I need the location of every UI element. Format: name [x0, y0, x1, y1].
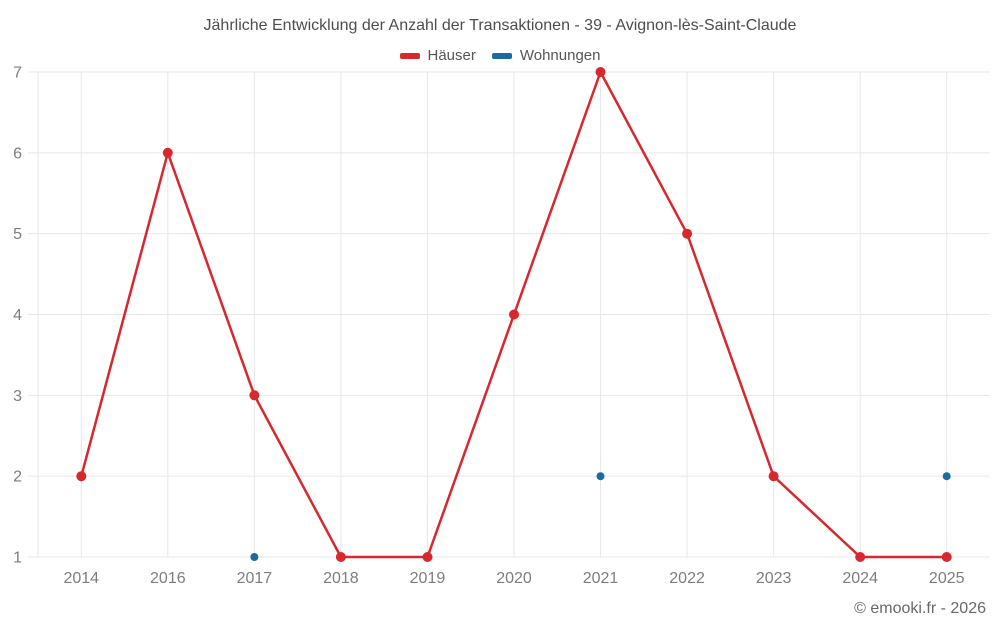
- y-axis-tick-label: 1: [13, 550, 22, 567]
- legend-label: Wohnungen: [519, 47, 601, 64]
- x-axis-tick-label: 2014: [63, 570, 99, 587]
- y-axis-tick-label: 2: [13, 469, 22, 486]
- data-point-wohnungen[interactable]: [942, 472, 951, 481]
- data-point-haeuser[interactable]: [249, 390, 260, 401]
- x-axis-tick-label: 2025: [929, 570, 965, 587]
- x-axis-tick-label: 2017: [237, 570, 273, 587]
- chart-legend: Häuser Wohnungen: [0, 47, 1000, 64]
- legend-swatch-icon: [399, 52, 420, 59]
- data-point-wohnungen[interactable]: [250, 553, 259, 561]
- data-point-haeuser[interactable]: [941, 552, 952, 562]
- y-axis-tick-label: 5: [13, 226, 22, 243]
- data-point-haeuser[interactable]: [335, 552, 346, 562]
- data-point-haeuser[interactable]: [509, 309, 519, 320]
- data-point-haeuser[interactable]: [76, 471, 87, 482]
- y-axis-tick-label: 6: [13, 145, 22, 162]
- x-axis-tick-label: 2022: [669, 570, 705, 587]
- chart-title: Jährliche Entwicklung der Anzahl der Tra…: [203, 17, 797, 34]
- legend-swatch-icon: [491, 52, 512, 59]
- x-axis-tick-label: 2016: [150, 570, 186, 587]
- data-point-haeuser[interactable]: [162, 147, 173, 158]
- data-point-haeuser[interactable]: [682, 228, 693, 239]
- x-axis-tick-label: 2024: [842, 570, 878, 587]
- y-axis-tick-label: 7: [13, 65, 22, 82]
- data-point-haeuser[interactable]: [768, 471, 779, 482]
- x-axis-tick-label: 2023: [756, 570, 792, 587]
- x-axis-tick-label: 2021: [583, 570, 619, 587]
- y-axis-tick-label: 4: [13, 307, 22, 324]
- data-point-wohnungen[interactable]: [596, 472, 605, 481]
- y-axis-tick-label: 3: [13, 388, 22, 405]
- data-point-haeuser[interactable]: [422, 552, 433, 562]
- legend-item-wohnungen[interactable]: Wohnungen: [491, 47, 601, 64]
- watermark: © emooki.fr - 2026: [854, 600, 986, 617]
- x-axis-tick-label: 2018: [323, 570, 359, 587]
- legend-item-haeuser[interactable]: Häuser: [399, 47, 476, 64]
- data-point-haeuser[interactable]: [595, 67, 606, 77]
- legend-label: Häuser: [427, 47, 476, 64]
- data-point-haeuser[interactable]: [855, 552, 866, 562]
- x-axis-tick-label: 2020: [496, 570, 532, 587]
- x-axis-tick-label: 2019: [410, 570, 446, 587]
